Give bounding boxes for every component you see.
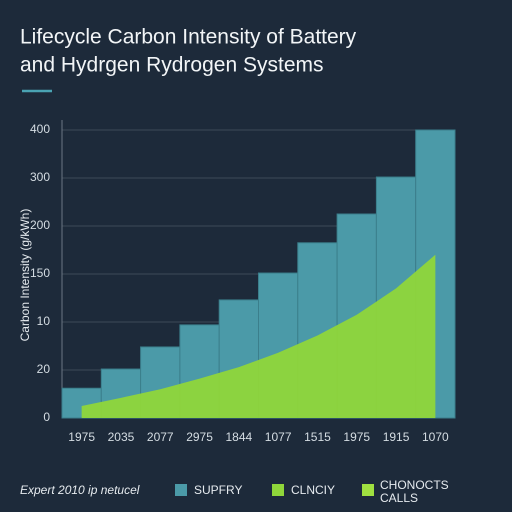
legend-label: CALLS: [380, 491, 418, 505]
legend-swatch: [272, 484, 284, 496]
x-tick-label: 1915: [383, 430, 410, 444]
y-tick-label: 20: [37, 362, 51, 376]
x-tick-label: 1077: [265, 430, 292, 444]
legend-swatch: [175, 484, 187, 496]
x-tick-label: 1070: [422, 430, 449, 444]
legend-label: CLNCIY: [291, 483, 335, 497]
x-tick-label: 1975: [68, 430, 95, 444]
x-tick-label: 1975: [343, 430, 370, 444]
x-tick-label: 2077: [147, 430, 174, 444]
area: [81, 254, 436, 418]
x-tick-label: 2035: [108, 430, 135, 444]
y-tick-label: 0: [43, 410, 50, 424]
chart-title: Lifecycle Carbon Intensity of Battery: [20, 26, 357, 49]
legend-label: SUPFRY: [194, 483, 242, 497]
x-tick-label: 2975: [186, 430, 213, 444]
y-tick-label: 10: [37, 314, 51, 328]
chart-title: and Hydrgen Rydrogen Systems: [20, 54, 324, 77]
y-tick-label: 300: [30, 170, 50, 184]
y-tick-label: 400: [30, 122, 50, 136]
source-note: Expert 2010 ip netucel: [20, 483, 140, 497]
y-tick-label: 200: [30, 218, 50, 232]
x-tick-label: 1515: [304, 430, 331, 444]
x-tick-label: 1844: [225, 430, 252, 444]
legend-swatch: [362, 484, 374, 496]
legend-label: CHONOCTS: [380, 478, 449, 492]
y-tick-label: 150: [30, 266, 50, 280]
y-axis-label: Carbon Intensity (g/kWh): [18, 209, 32, 342]
